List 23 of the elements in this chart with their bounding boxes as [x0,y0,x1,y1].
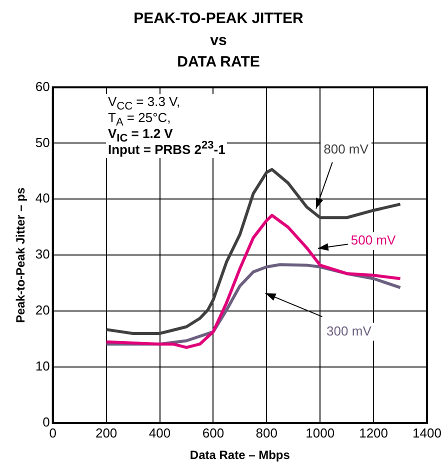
y-tick-label: 50 [35,134,50,150]
x-tick-label: 1200 [359,425,388,440]
annotation: V$_{IC}$ = 1.2 V [108,126,173,145]
x-tick-label: 400 [148,425,171,440]
y-tick-label: 10 [35,358,50,374]
y-axis-title: Peak-to-Peak Jitter – ps [14,187,28,323]
x-tick-label: 600 [202,425,224,440]
y-tick-label: 60 [35,78,50,94]
annotation: V$_{CC}$ = 3.3 V, [108,94,182,113]
x-tick-label: 200 [95,425,118,440]
x-tick-label: 1400 [412,425,442,440]
chart-title: PEAK-TO-PEAK JITTER vs DATA RATE [134,10,304,71]
x-tick-label: 800 [256,425,278,440]
series-label: 500 mV [350,232,396,248]
text: 800 mV [324,142,369,156]
y-tick-label: 30 [35,246,50,262]
y-tick-label: 0 [42,414,50,430]
annotation: T$_{A}$ = 25°C, [108,110,172,129]
text: 300 mV [326,323,372,338]
x-tick-label: 1000 [306,425,335,440]
y-tick-label: 40 [35,190,50,206]
x-axis-title: Data Rate – Mbps [190,448,290,462]
y-tick-label: 20 [35,302,50,318]
